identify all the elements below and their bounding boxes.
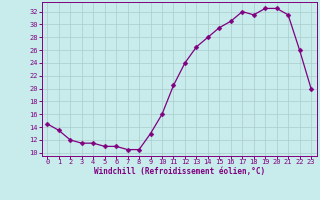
- X-axis label: Windchill (Refroidissement éolien,°C): Windchill (Refroidissement éolien,°C): [94, 167, 265, 176]
